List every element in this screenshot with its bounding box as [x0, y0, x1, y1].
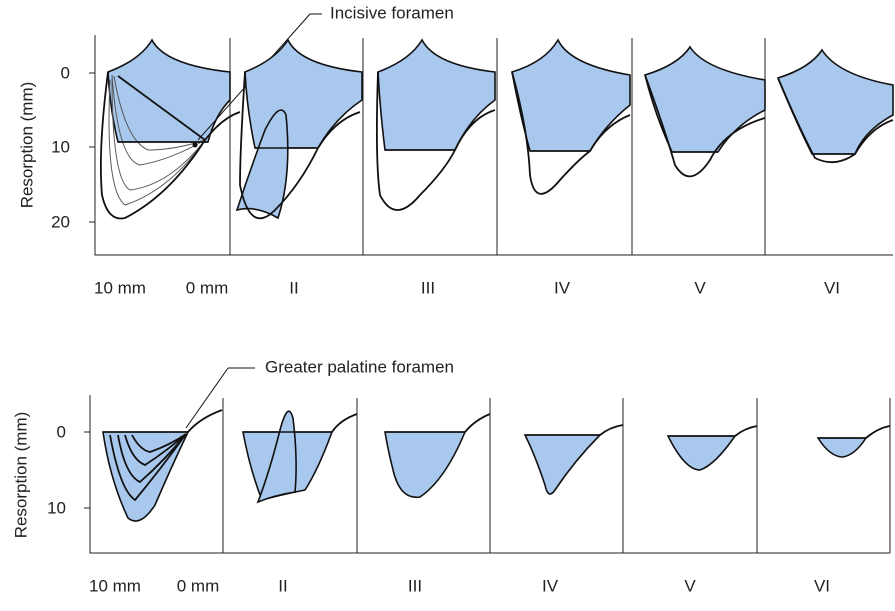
- y-tick-label: 10: [47, 498, 66, 517]
- bone-area: [523, 434, 602, 495]
- outline: [464, 413, 491, 433]
- foramen-canal: [256, 410, 297, 504]
- top-stage-5: [644, 45, 766, 178]
- outline: [187, 409, 223, 433]
- top-stage-2: [235, 38, 363, 220]
- top-axes: [89, 35, 893, 256]
- x-label: IV: [542, 576, 559, 595]
- outline: [777, 77, 894, 164]
- axis: [94, 35, 893, 256]
- bone-area: [666, 435, 737, 471]
- x-labels: 10 mm 0 mm II III IV V VI: [89, 576, 830, 595]
- x-label: 10 mm: [89, 576, 141, 595]
- y-tick-label: 20: [51, 212, 70, 231]
- y-tick-label: 10: [51, 137, 70, 156]
- annotation: Incisive foramen: [330, 3, 454, 22]
- y-tick-label: 0: [61, 63, 70, 82]
- outline: [375, 71, 496, 211]
- outline: [734, 425, 758, 437]
- divider: [229, 38, 766, 255]
- bone-area: [644, 45, 766, 153]
- foramen-dot: [192, 142, 198, 148]
- stage-line: [109, 433, 187, 502]
- level-line: [103, 431, 866, 439]
- y-label: Resorption (mm): [17, 82, 36, 209]
- x-label: V: [684, 576, 696, 595]
- bone-area: [511, 38, 631, 152]
- outline: [644, 74, 766, 178]
- x-label: 10 mm: [94, 278, 146, 297]
- x-label: V: [694, 278, 706, 297]
- bone-area: [384, 431, 467, 499]
- x-labels: 10 mm 0 mm II III IV V VI: [94, 278, 840, 297]
- x-label: III: [421, 278, 435, 297]
- top-stage-6: [776, 48, 894, 164]
- bottom-stage-2: [242, 410, 358, 504]
- bottom-stage-4: [523, 424, 624, 495]
- top-stage-4: [511, 38, 631, 195]
- divider: [222, 398, 891, 553]
- bottom-stage-1: [102, 367, 255, 522]
- annotation: Greater palatine foramen: [265, 357, 454, 376]
- outline: [117, 75, 206, 141]
- x-label: VI: [824, 278, 840, 297]
- bone-area: [244, 38, 363, 149]
- outline: [599, 424, 624, 436]
- bone-area: [816, 437, 868, 458]
- bone-area: [107, 38, 231, 143]
- stage-line: [108, 74, 206, 206]
- x-label: II: [278, 576, 287, 595]
- x-label: II: [289, 278, 298, 297]
- outline: [511, 71, 631, 195]
- y-label: Resorption (mm): [11, 412, 30, 539]
- bottom-stage-5: [666, 425, 758, 471]
- x-label: 0 mm: [186, 278, 229, 297]
- y-tick-label: 0: [57, 422, 66, 441]
- bone-area: [377, 38, 496, 151]
- bone-area: [776, 48, 894, 155]
- bottom-stage-3: [384, 413, 491, 499]
- outline: [239, 71, 361, 220]
- x-label: VI: [814, 576, 830, 595]
- outline: [865, 425, 891, 439]
- x-label: 0 mm: [177, 576, 220, 595]
- outline: [331, 413, 358, 433]
- outline: [99, 71, 241, 220]
- x-label: III: [408, 576, 422, 595]
- bottom-stage-6: [816, 425, 891, 458]
- top-stage-3: [375, 38, 496, 211]
- x-label: IV: [554, 278, 571, 297]
- leader: [185, 367, 229, 429]
- bottom-axes: [84, 395, 891, 554]
- level-line: [118, 141, 855, 155]
